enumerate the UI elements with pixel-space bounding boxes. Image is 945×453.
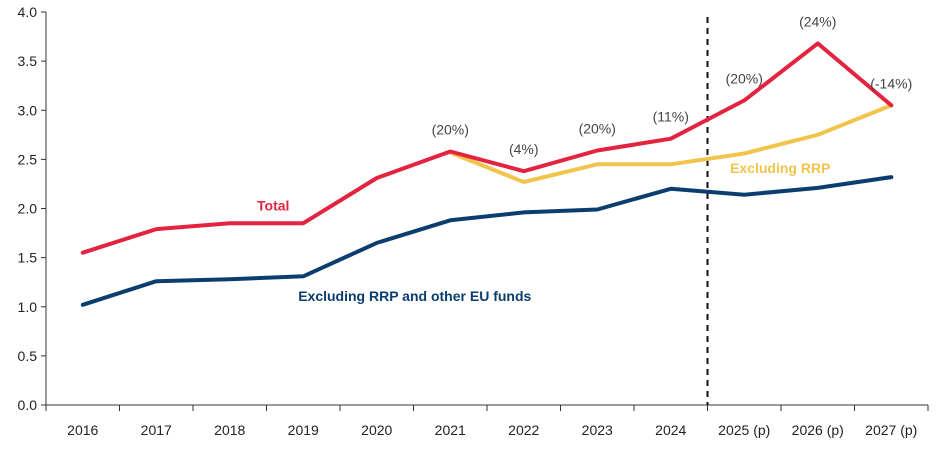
x-tick-label: 2019 [288, 422, 319, 438]
y-tick-label: 1.0 [18, 299, 38, 315]
x-tick-label: 2021 [435, 422, 466, 438]
annotation-label: (20%) [579, 121, 616, 137]
x-tick-label: 2022 [508, 422, 539, 438]
y-tick-label: 2.5 [18, 151, 38, 167]
y-tick-label: 3.5 [18, 53, 38, 69]
x-tick-label: 2020 [361, 422, 392, 438]
x-tick-label: 2025 (p) [718, 422, 770, 438]
x-tick-label: 2016 [67, 422, 98, 438]
x-tick-label: 2023 [582, 422, 613, 438]
y-tick-label: 4.0 [18, 4, 38, 20]
x-tick-label: 2024 [655, 422, 686, 438]
series-labels: Total Excluding RRP Excluding RRP and othe… [257, 160, 830, 304]
series-line-excluding-rrp [448, 103, 894, 184]
y-tick-label: 3.0 [18, 102, 38, 118]
series-label: Excluding RRP [730, 160, 830, 176]
x-tick-label: 2027 (p) [865, 422, 917, 438]
y-tick-label: 1.5 [18, 250, 38, 266]
x-axis: 2016 2017 2018 2019 2020 2021 2022 2023 2024 2025… [45, 404, 929, 438]
annotation-label: (20%) [726, 70, 763, 86]
x-tick-label: 2026 (p) [792, 422, 844, 438]
y-tick-label: 0.5 [18, 348, 38, 364]
series-lines [80, 41, 894, 307]
annotation-label: (-14%) [870, 75, 912, 91]
series-label: Excluding RRP and other EU funds [298, 288, 531, 304]
y-tick-label: 0.0 [18, 397, 38, 413]
annotation-label: (24%) [799, 13, 836, 29]
annotations: (20%) (4%) (20%) (11%) (20%) (24%) (-14%) [432, 13, 913, 157]
y-tick-label: 2.0 [18, 201, 38, 217]
series-label: Total [257, 197, 289, 213]
series-line-excluding-rrp-and-other-eu-funds [80, 175, 894, 307]
x-tick-label: 2017 [141, 422, 172, 438]
annotation-label: (20%) [432, 122, 469, 138]
series-line-total [80, 41, 894, 255]
x-tick-label: 2018 [214, 422, 245, 438]
annotation-label: (4%) [509, 141, 539, 157]
annotation-label: (11%) [653, 109, 689, 125]
y-axis: 0.0 0.5 1.0 1.5 2.0 2.5 3.0 3.5 4.0 [18, 4, 47, 413]
